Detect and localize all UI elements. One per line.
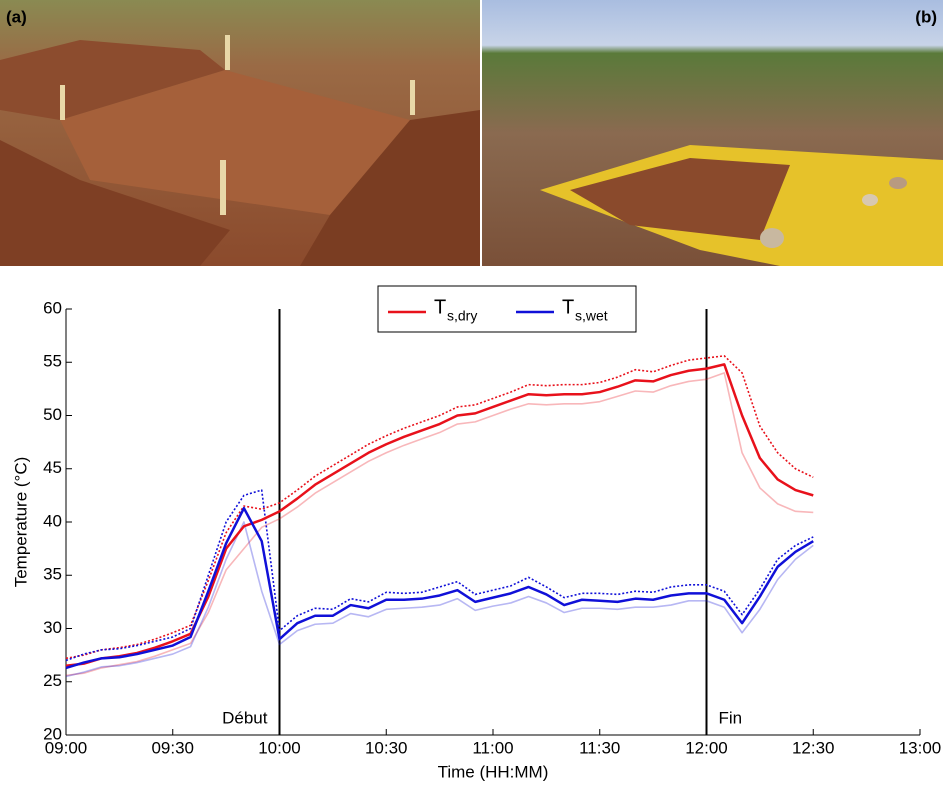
x-tick-label: 12:30: [792, 738, 835, 757]
y-tick-label: 30: [43, 618, 62, 637]
x-tick-label: 10:30: [365, 738, 408, 757]
stake: [60, 85, 65, 120]
x-tick-label: 11:30: [579, 738, 620, 757]
x-tick-label: 13:00: [899, 738, 942, 757]
stake: [410, 80, 415, 115]
x-tick-label: 10:00: [258, 738, 301, 757]
stone: [760, 228, 784, 248]
x-tick-label: 09:00: [45, 738, 88, 757]
x-tick-label: 11:00: [472, 738, 513, 757]
series-line: [65, 363, 814, 668]
soil-mound: [0, 140, 230, 266]
y-axis-label: Temperature (°C): [11, 457, 30, 588]
plot-soil: [570, 158, 790, 240]
stake: [225, 35, 230, 70]
x-axis-label: Time (HH:MM): [438, 762, 549, 781]
series-line: [65, 506, 814, 670]
panel-label: (a): [6, 7, 27, 26]
series-line: [65, 521, 814, 678]
series-line: [65, 489, 814, 662]
stone: [889, 177, 907, 189]
y-tick-label: 50: [43, 405, 62, 424]
y-tick-label: 20: [43, 724, 62, 743]
legend-label: T: [562, 296, 574, 318]
y-tick-label: 45: [43, 458, 62, 477]
stake: [220, 160, 226, 215]
legend-label: T: [434, 296, 446, 318]
photo-b: [482, 0, 943, 266]
stone: [862, 194, 878, 206]
y-tick-label: 35: [43, 565, 62, 584]
annotation: Début: [222, 708, 268, 727]
series-line: [65, 355, 814, 660]
soil-mound: [300, 110, 480, 266]
y-tick-label: 40: [43, 511, 62, 530]
legend-subscript: s,dry: [447, 308, 477, 324]
y-tick-label: 25: [43, 671, 62, 690]
x-tick-label: 09:30: [151, 738, 194, 757]
y-tick-label: 60: [43, 298, 62, 317]
x-tick-label: 12:00: [685, 738, 728, 757]
legend-subscript: s,wet: [575, 308, 608, 324]
panel-label: (b): [915, 7, 937, 26]
legend-box: [377, 285, 637, 333]
series-line: [65, 372, 814, 677]
y-tick-label: 55: [43, 352, 62, 371]
soil-mound: [0, 40, 225, 120]
pit: [60, 70, 410, 215]
annotation: Fin: [719, 708, 743, 727]
photo-a: [0, 0, 480, 266]
